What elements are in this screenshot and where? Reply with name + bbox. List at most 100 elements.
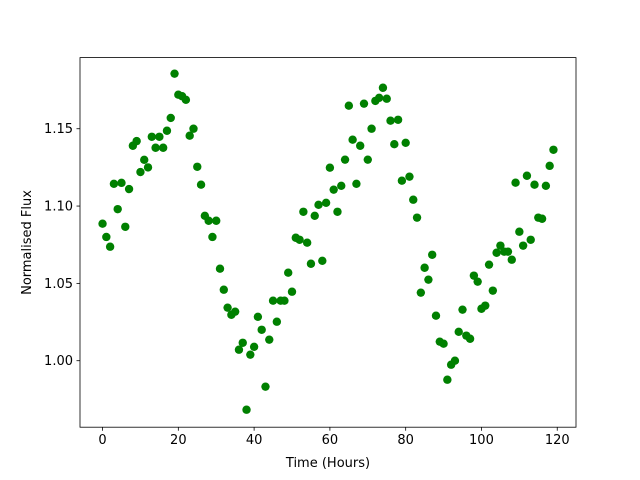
point [393, 115, 403, 124]
point [272, 317, 282, 326]
point [249, 342, 259, 351]
point [140, 155, 149, 165]
point [333, 207, 342, 216]
point [170, 69, 179, 78]
point [223, 303, 232, 312]
point [204, 216, 213, 225]
point [265, 335, 274, 344]
point [98, 219, 107, 228]
point [356, 141, 365, 150]
x-tick-label: 0 [98, 433, 106, 448]
point [416, 288, 426, 297]
point [412, 213, 422, 222]
x-tick-label: 60 [322, 433, 339, 448]
point [549, 145, 558, 154]
point [378, 83, 388, 92]
point [212, 216, 221, 225]
x-tick-label: 20 [170, 433, 187, 448]
point [242, 405, 251, 414]
point [310, 211, 319, 221]
point [299, 207, 308, 216]
point [545, 161, 554, 171]
point [143, 163, 153, 172]
point [352, 179, 361, 188]
point [295, 235, 304, 244]
point [409, 195, 418, 204]
point [302, 238, 312, 247]
point [469, 271, 479, 280]
point [189, 124, 198, 133]
point [541, 181, 551, 191]
point [443, 375, 452, 384]
point [234, 345, 244, 354]
point [496, 241, 505, 250]
point [215, 264, 225, 273]
point [193, 162, 202, 171]
point [318, 256, 327, 266]
point [473, 277, 482, 286]
point [321, 198, 331, 208]
point [102, 232, 111, 242]
point [121, 222, 130, 231]
point [439, 339, 448, 348]
point [284, 268, 293, 277]
point [359, 99, 369, 108]
point [515, 227, 524, 236]
point [344, 101, 354, 110]
point [136, 167, 145, 177]
x-tick-label: 120 [545, 433, 570, 448]
point [511, 178, 520, 187]
point [405, 172, 414, 181]
point [219, 285, 228, 294]
point [386, 116, 395, 125]
y-tick-label: 1.00 [44, 354, 73, 369]
point [526, 235, 535, 244]
point [166, 113, 175, 123]
y-tick-label: 1.10 [44, 200, 73, 215]
point [113, 204, 122, 214]
x-tick-label: 40 [246, 433, 263, 448]
point [238, 338, 247, 347]
y-tick-label: 1.05 [44, 277, 73, 292]
point [287, 287, 297, 296]
point [230, 307, 240, 316]
point [124, 184, 134, 194]
point [208, 232, 217, 242]
point [325, 163, 335, 172]
point [132, 136, 141, 146]
point [158, 143, 168, 152]
y-axis-label: Normalised Flux [20, 190, 35, 295]
point [424, 275, 433, 284]
point [382, 94, 391, 103]
point [367, 124, 376, 133]
point [348, 135, 357, 144]
point [196, 180, 206, 189]
point [481, 301, 490, 310]
point [537, 214, 547, 223]
point [280, 296, 289, 305]
point [507, 255, 516, 264]
point [492, 248, 501, 257]
point [162, 126, 172, 135]
point [109, 179, 119, 188]
point [155, 132, 164, 141]
point [522, 171, 532, 180]
point [329, 185, 338, 194]
point [257, 325, 266, 334]
point [465, 334, 475, 343]
point [503, 247, 513, 256]
point [185, 131, 194, 140]
point [337, 181, 346, 191]
point [488, 286, 498, 295]
point [306, 259, 316, 268]
point [363, 155, 372, 164]
point [428, 250, 437, 259]
point [314, 200, 323, 210]
point [147, 132, 157, 141]
point [450, 356, 460, 365]
point [431, 311, 441, 320]
point [420, 263, 429, 272]
point [105, 242, 115, 251]
x-tick-label: 80 [397, 433, 414, 448]
